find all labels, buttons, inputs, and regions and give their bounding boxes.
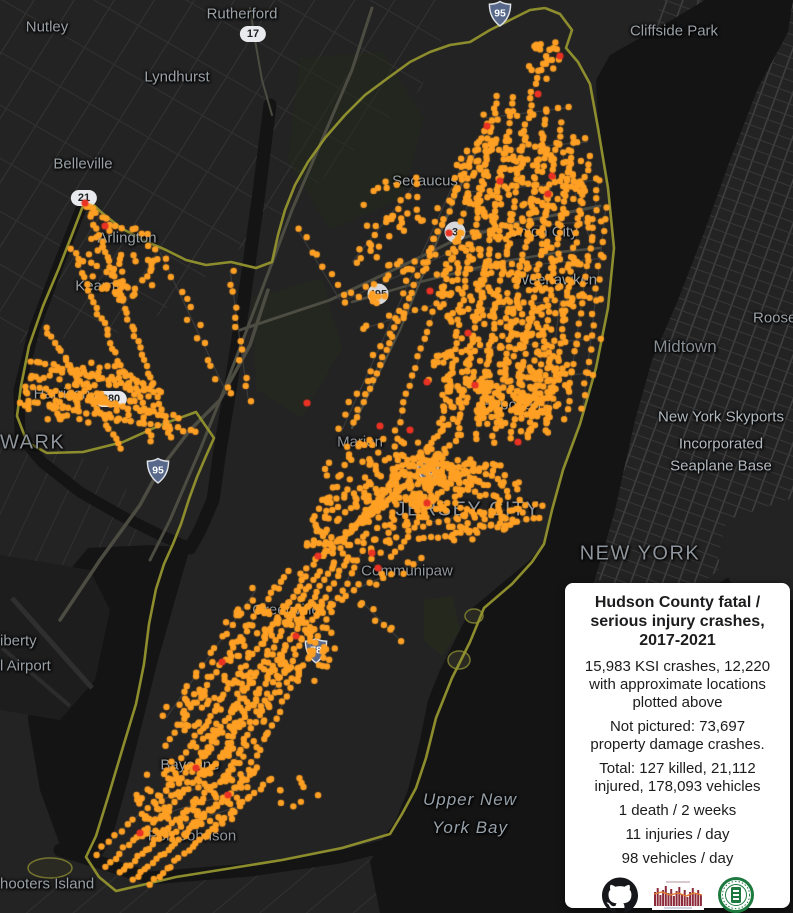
- stats-card-title: Hudson County fatal / serious injury cras…: [571, 594, 784, 651]
- stat-line: Total: 127 killed, 21,112: [599, 759, 756, 777]
- stat-line: 98 vehicles / day: [621, 849, 734, 867]
- crash-chart-icon[interactable]: [651, 879, 704, 910]
- card-title-line: Hudson County fatal /: [594, 594, 761, 611]
- stat-paragraph: Not pictured: 73,697 property damage cras…: [571, 718, 784, 754]
- stat-paragraph: 15,983 KSI crashes, 12,220 with approxima…: [571, 658, 784, 712]
- stat-paragraph: 1 death / 2 weeks: [571, 802, 784, 820]
- stat-line: with approximate locations: [589, 675, 766, 693]
- stat-paragraph: 11 injuries / day: [571, 826, 784, 844]
- stat-line: Not pictured: 73,697: [609, 717, 746, 735]
- stat-paragraph: Total: 127 killed, 21,112 injured, 178,09…: [571, 760, 784, 796]
- stats-card-icons: [571, 876, 784, 913]
- stat-line: 1 death / 2 weeks: [618, 801, 737, 819]
- card-title-line: serious injury crashes,: [590, 612, 765, 630]
- stat-line: injured, 178,093 vehicles: [594, 777, 761, 795]
- stats-card: Hudson County fatal / serious injury cras…: [565, 583, 790, 913]
- stat-line: 15,983 KSI crashes, 12,220: [584, 657, 771, 675]
- stat-line: property damage crashes.: [590, 735, 765, 753]
- card-title-line: 2017-2021: [639, 631, 716, 649]
- stat-line: 11 injuries / day: [625, 825, 730, 843]
- stat-paragraph: 98 vehicles / day: [571, 850, 784, 868]
- stat-line: plotted above: [632, 693, 723, 711]
- hudson-county-seal-icon[interactable]: [717, 876, 754, 913]
- github-icon[interactable]: [601, 877, 638, 913]
- stats-card-body: 15,983 KSI crashes, 12,220 with approxima…: [571, 658, 784, 868]
